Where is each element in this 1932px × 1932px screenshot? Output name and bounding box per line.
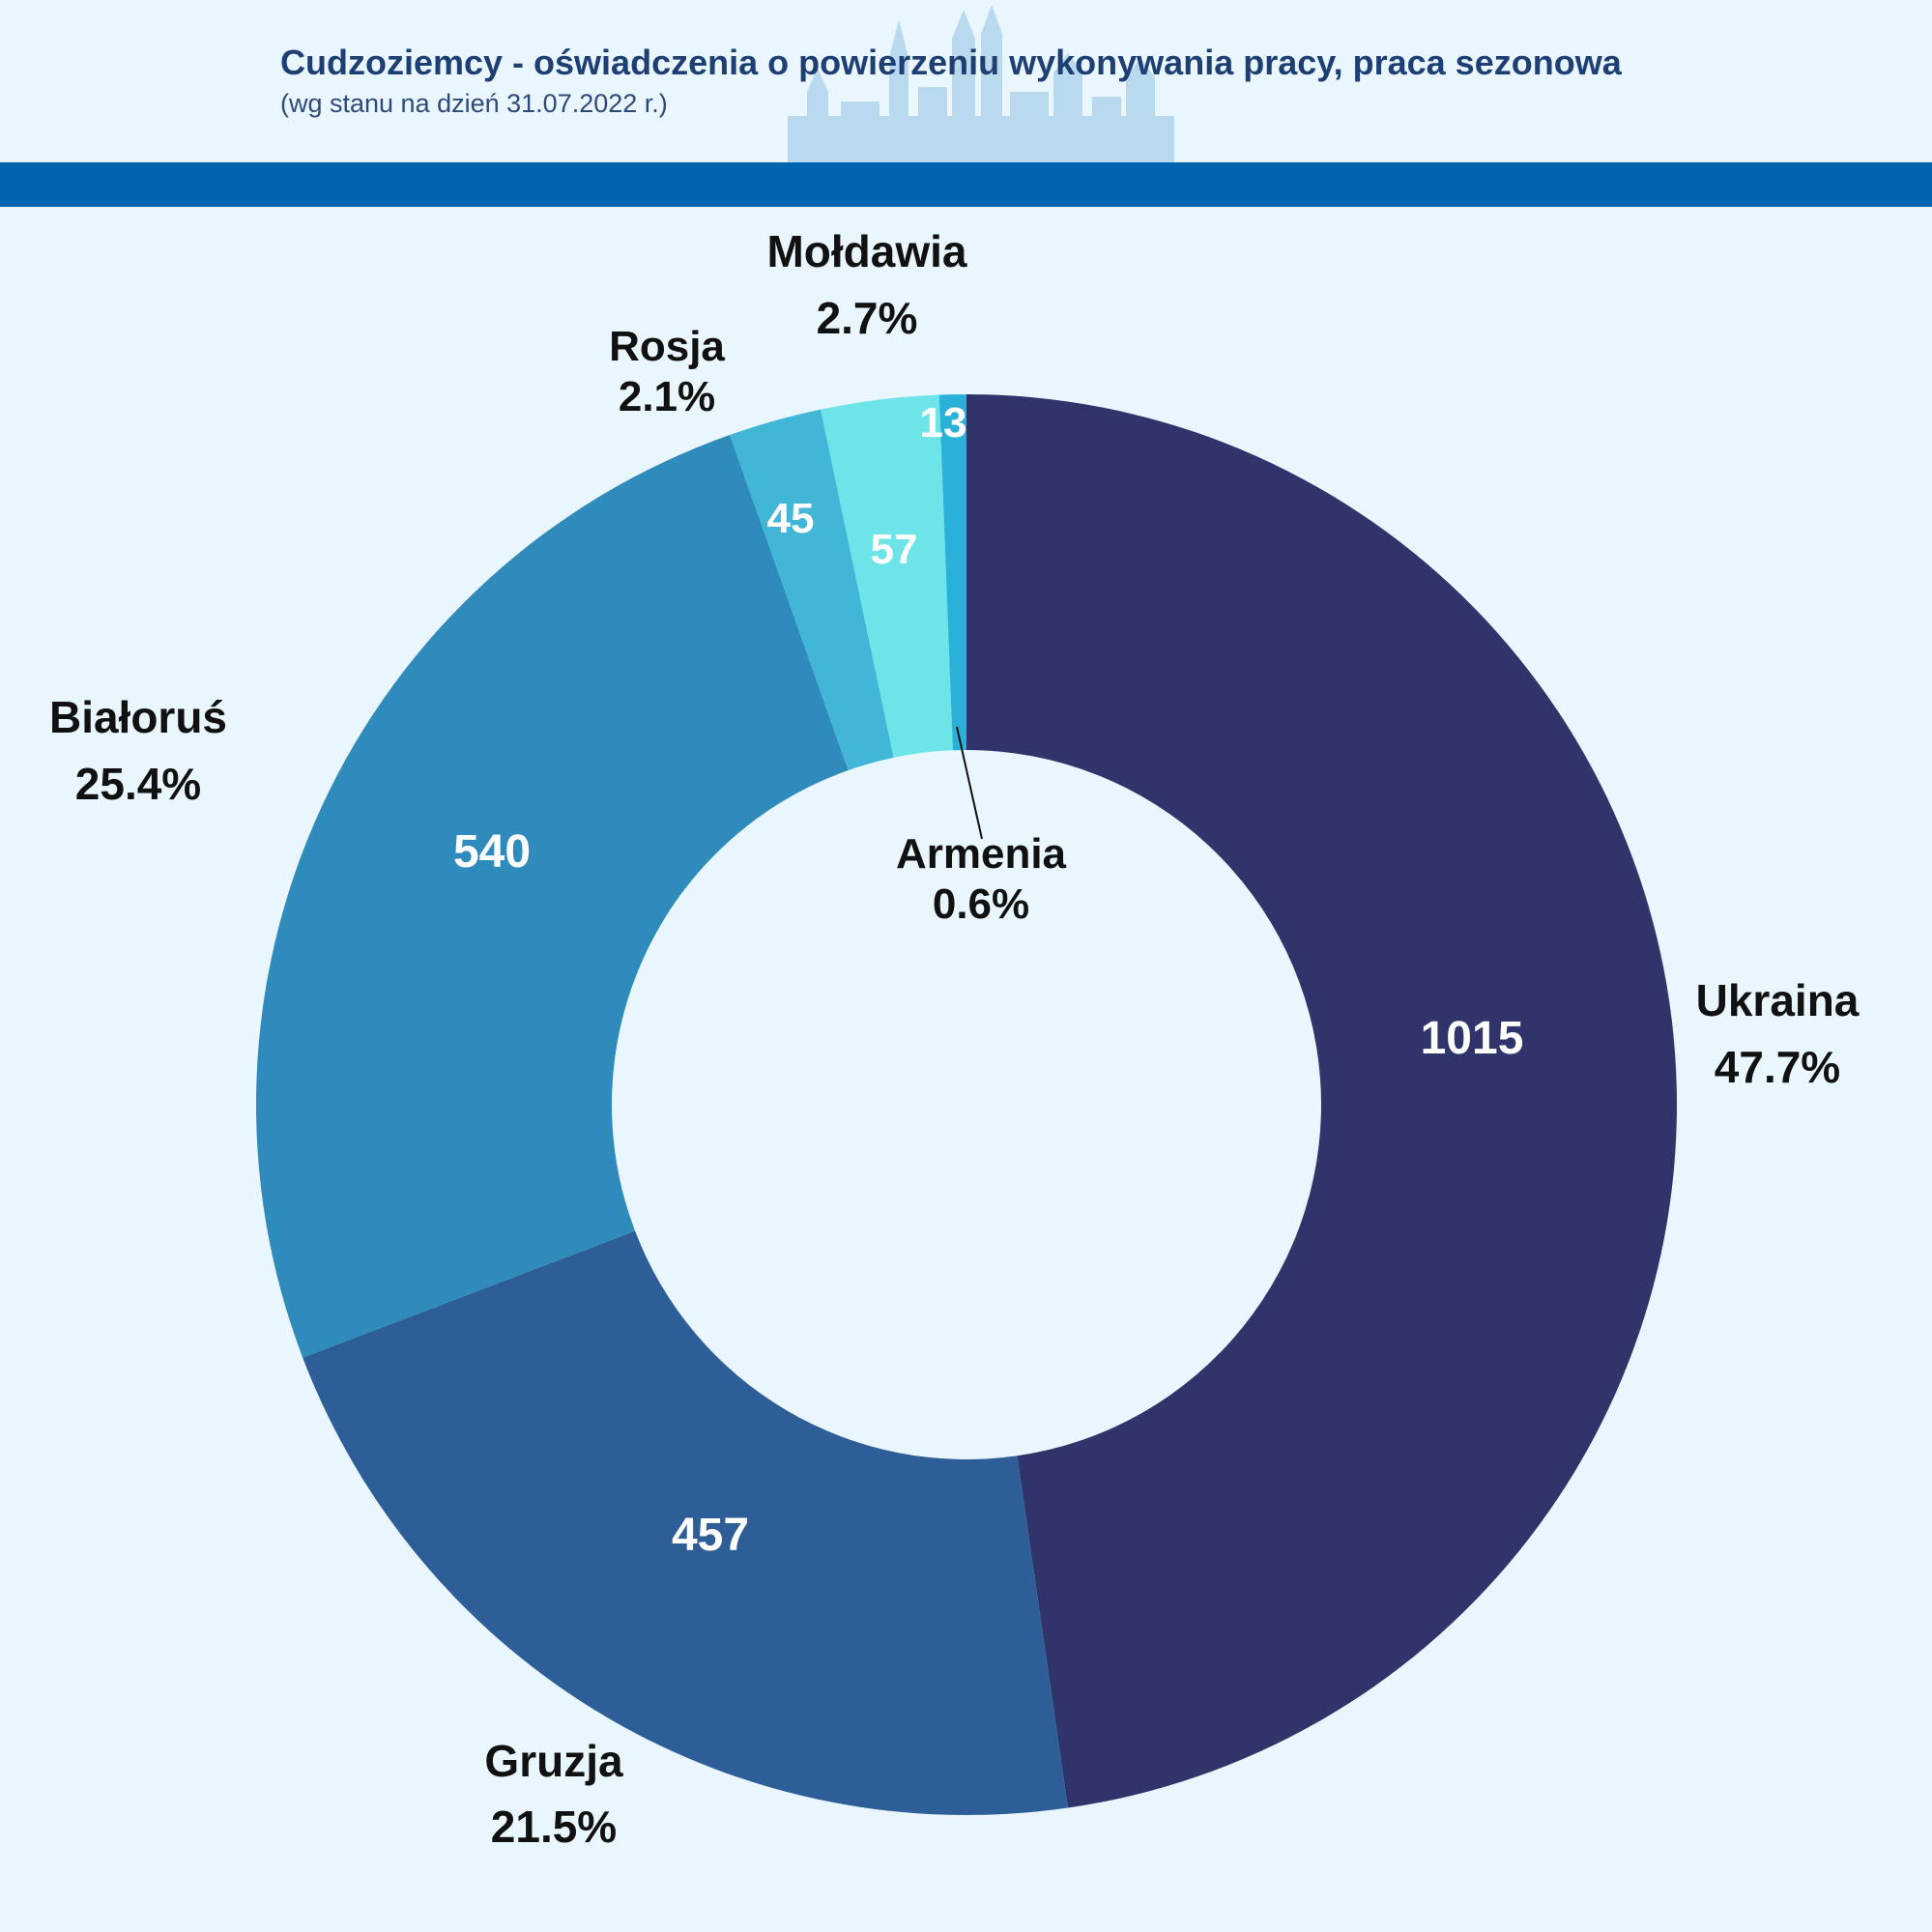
percent-label-moldawia: 2.7%	[817, 293, 918, 343]
value-label-moldawia: 57	[871, 526, 918, 573]
category-label-armenia: Armenia	[896, 830, 1067, 878]
slice-rosja	[730, 409, 894, 770]
category-label-ukraina: Ukraina	[1696, 975, 1860, 1025]
slice-bialorus	[255, 435, 849, 1358]
slice-gruzja	[303, 1230, 1068, 1815]
value-label-gruzja: 457	[672, 1510, 749, 1561]
city-skyline-icon	[788, 5, 1174, 162]
category-label-gruzja: Gruzja	[484, 1736, 623, 1786]
percent-label-rosja: 2.1%	[619, 373, 715, 420]
percent-label-gruzja: 21.5%	[491, 1802, 617, 1852]
slice-ukraina	[966, 394, 1678, 1808]
slice-armenia	[938, 394, 966, 751]
percent-label-armenia: 0.6%	[933, 880, 1029, 928]
category-label-rosja: Rosja	[609, 323, 725, 370]
header-band	[0, 162, 1932, 207]
percent-label-bialorus: 25.4%	[75, 759, 201, 809]
value-label-rosja: 45	[767, 495, 815, 542]
category-label-moldawia: Mołdawia	[766, 226, 966, 276]
page-title: Cudzoziemcy - oświadczenia o powierzeniu…	[280, 43, 1622, 82]
value-label-bialorus: 540	[453, 826, 531, 878]
armenia-leader-line	[956, 726, 983, 840]
value-label-armenia: 13	[920, 399, 967, 447]
page-subtitle: (wg stanu na dzień 31.07.2022 r.)	[280, 89, 668, 118]
category-label-bialorus: Białoruś	[49, 692, 227, 742]
value-label-ukraina: 1015	[1421, 1013, 1524, 1064]
slice-moldawia	[821, 394, 953, 758]
header: Cudzoziemcy - oświadczenia o powierzeniu…	[0, 0, 1932, 162]
percent-label-ukraina: 47.7%	[1715, 1042, 1840, 1092]
